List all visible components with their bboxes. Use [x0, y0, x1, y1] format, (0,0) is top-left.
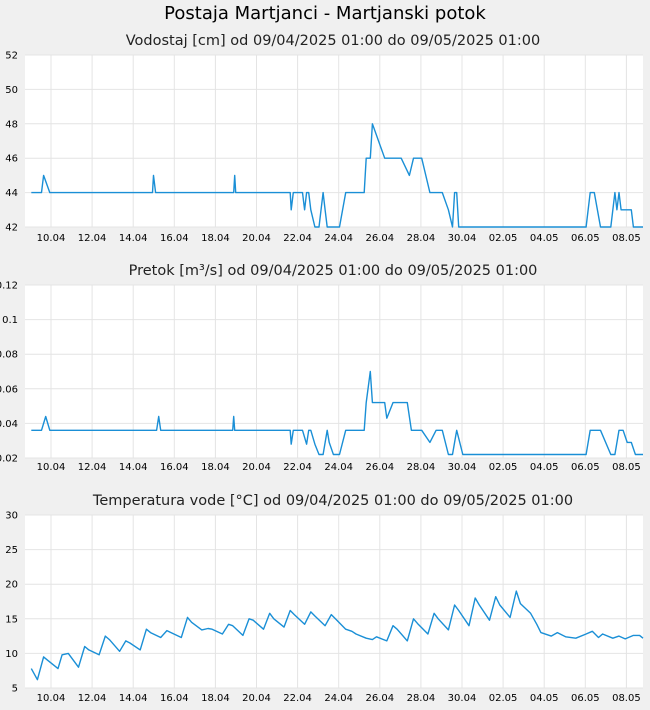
series-line — [30, 590, 644, 681]
x-tick-label: 10.04 — [37, 693, 66, 704]
y-tick-label: 50 — [5, 85, 18, 96]
series-line — [31, 370, 643, 456]
x-tick-label: 22.04 — [283, 693, 312, 704]
x-tick-label: 16.04 — [160, 693, 189, 704]
y-tick-label: 44 — [5, 188, 18, 199]
x-tick-label: 14.04 — [119, 233, 148, 244]
x-tick-label: 30.04 — [448, 462, 477, 473]
x-tick-label: 08.05 — [612, 233, 641, 244]
y-tick-label: 48 — [5, 119, 18, 130]
x-tick-label: 16.04 — [160, 233, 189, 244]
x-tick-label: 04.05 — [530, 693, 559, 704]
x-tick-label: 30.04 — [448, 693, 477, 704]
chart-title: Temperatura vode [°C] od 09/04/2025 01:0… — [92, 493, 573, 509]
y-tick-label: 0.12 — [0, 281, 18, 292]
y-tick-label: 0.04 — [0, 419, 18, 430]
x-tick-label: 18.04 — [201, 233, 230, 244]
y-tick-label: 0.06 — [0, 384, 18, 395]
x-tick-label: 22.04 — [283, 233, 312, 244]
x-tick-label: 18.04 — [201, 693, 230, 704]
plot-area — [25, 515, 643, 688]
x-tick-label: 02.05 — [489, 233, 518, 244]
y-tick-label: 20 — [5, 580, 18, 591]
y-tick-label: 10 — [5, 649, 18, 660]
x-tick-label: 28.04 — [407, 233, 436, 244]
x-tick-label: 26.04 — [365, 462, 394, 473]
x-tick-label: 20.04 — [242, 693, 271, 704]
y-tick-label: 25 — [5, 545, 18, 556]
x-tick-label: 08.05 — [612, 693, 641, 704]
plot-area — [25, 285, 643, 458]
y-tick-label: 0.1 — [2, 315, 18, 326]
plot-area — [25, 55, 643, 227]
y-tick-label: 0.08 — [0, 350, 18, 361]
y-tick-label: 52 — [5, 51, 18, 62]
x-tick-label: 24.04 — [324, 233, 353, 244]
x-tick-label: 02.05 — [489, 462, 518, 473]
x-tick-label: 22.04 — [283, 462, 312, 473]
chart-1: Vodostaj [cm] od 09/04/2025 01:00 do 09/… — [5, 33, 643, 244]
x-tick-label: 04.05 — [530, 462, 559, 473]
y-tick-label: 46 — [5, 154, 18, 165]
x-tick-label: 18.04 — [201, 462, 230, 473]
x-tick-label: 06.05 — [571, 693, 600, 704]
chart-3: Temperatura vode [°C] od 09/04/2025 01:0… — [5, 493, 644, 704]
x-tick-label: 12.04 — [78, 693, 107, 704]
chart-title: Vodostaj [cm] od 09/04/2025 01:00 do 09/… — [126, 33, 540, 49]
chart-2: Pretok [m³/s] od 09/04/2025 01:00 do 09/… — [0, 263, 643, 473]
x-tick-label: 08.05 — [612, 462, 641, 473]
series-line — [31, 123, 643, 228]
y-tick-label: 30 — [5, 511, 18, 522]
x-tick-label: 06.05 — [571, 233, 600, 244]
x-tick-label: 28.04 — [407, 462, 436, 473]
x-tick-label: 20.04 — [242, 462, 271, 473]
x-tick-label: 20.04 — [242, 233, 271, 244]
x-tick-label: 12.04 — [78, 462, 107, 473]
page-title: Postaja Martjanci - Martjanski potok — [164, 3, 486, 24]
x-tick-label: 26.04 — [365, 233, 394, 244]
chart-title: Pretok [m³/s] od 09/04/2025 01:00 do 09/… — [129, 263, 538, 279]
x-tick-label: 14.04 — [119, 462, 148, 473]
x-tick-label: 02.05 — [489, 693, 518, 704]
x-tick-label: 16.04 — [160, 462, 189, 473]
x-tick-label: 30.04 — [448, 233, 477, 244]
x-tick-label: 24.04 — [324, 693, 353, 704]
x-tick-label: 14.04 — [119, 693, 148, 704]
x-tick-label: 04.05 — [530, 233, 559, 244]
x-tick-label: 24.04 — [324, 462, 353, 473]
y-tick-label: 0.02 — [0, 454, 18, 465]
y-tick-label: 15 — [5, 614, 18, 625]
x-tick-label: 10.04 — [37, 462, 66, 473]
x-tick-label: 12.04 — [78, 233, 107, 244]
y-tick-label: 42 — [5, 223, 18, 234]
x-tick-label: 06.05 — [571, 462, 600, 473]
y-tick-label: 5 — [12, 684, 18, 695]
x-tick-label: 28.04 — [407, 693, 436, 704]
x-tick-label: 10.04 — [37, 233, 66, 244]
x-tick-label: 26.04 — [365, 693, 394, 704]
